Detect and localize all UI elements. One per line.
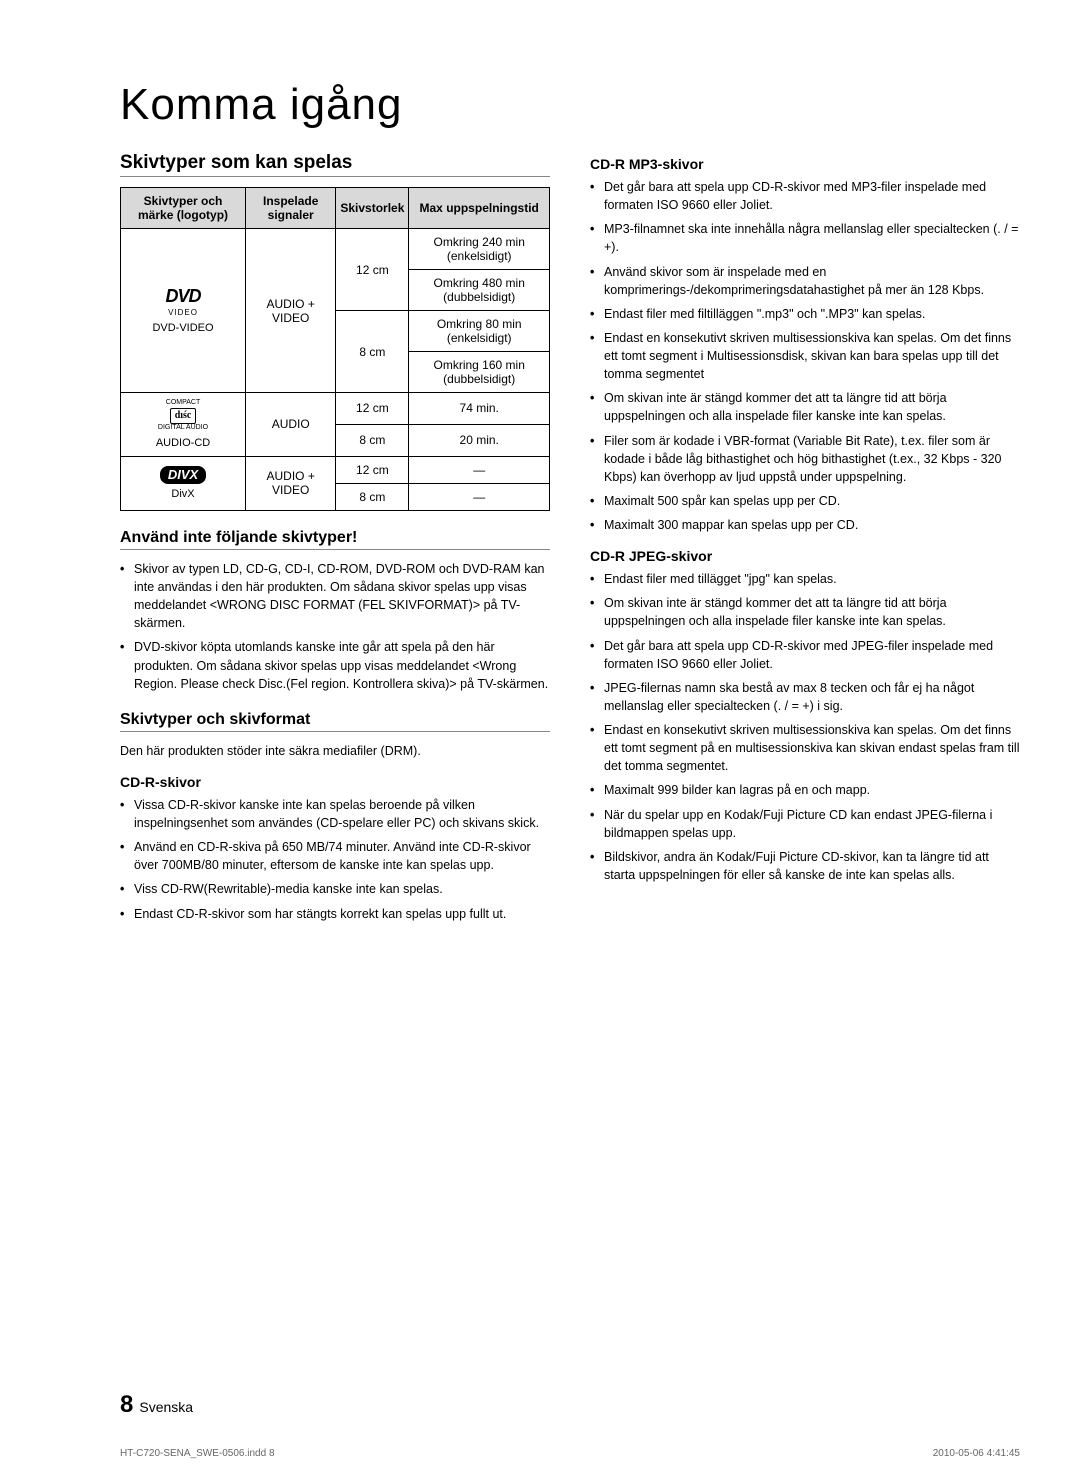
- cell-divx-12: 12 cm: [336, 456, 409, 483]
- list-item: Endast en konsekutivt skriven multisessi…: [590, 329, 1020, 383]
- list-item: När du spelar upp en Kodak/Fuji Picture …: [590, 806, 1020, 842]
- dont-use-list: Skivor av typen LD, CD-G, CD-I, CD-ROM, …: [120, 560, 550, 693]
- th-maxtime: Max uppspelningstid: [409, 188, 550, 229]
- cell-divx-8: 8 cm: [336, 483, 409, 510]
- section-dont-use: Använd inte följande skivtyper!: [120, 529, 550, 550]
- cell-dvd-80: Omkring 80 min (enkelsidigt): [409, 311, 550, 352]
- print-file: HT-C720-SENA_SWE-0506.indd 8: [120, 1448, 275, 1459]
- cell-cd-12: 12 cm: [336, 393, 409, 425]
- cell-divx-logo: DIVX DivX: [121, 456, 246, 510]
- list-item: Maximalt 300 mappar kan spelas upp per C…: [590, 516, 1020, 534]
- list-item: Endast CD-R-skivor som har stängts korre…: [120, 905, 550, 923]
- cd-logo-bottom: DIGITAL AUDIO: [125, 424, 241, 432]
- list-item: Använd skivor som är inspelade med en ko…: [590, 263, 1020, 299]
- heading-cdr: CD-R-skivor: [120, 774, 550, 790]
- cell-divx-t1: —: [409, 456, 550, 483]
- list-item: Skivor av typen LD, CD-G, CD-I, CD-ROM, …: [120, 560, 550, 633]
- th-signals: Inspelade signaler: [246, 188, 336, 229]
- list-item: Det går bara att spela upp CD-R-skivor m…: [590, 637, 1020, 673]
- dvd-logo-icon: DVD: [125, 286, 241, 308]
- content-columns: Skivtyper som kan spelas Skivtyper och m…: [120, 138, 1020, 929]
- cd-logo-icon: dıśc: [170, 408, 197, 424]
- divx-logo-icon: DIVX: [160, 466, 206, 484]
- th-size: Skivstorlek: [336, 188, 409, 229]
- list-item: Maximalt 999 bilder kan lagras på en och…: [590, 781, 1020, 799]
- left-column: Skivtyper som kan spelas Skivtyper och m…: [120, 138, 550, 929]
- cdr-list: Vissa CD-R-skivor kanske inte kan spelas…: [120, 796, 550, 923]
- cell-divx-t2: —: [409, 483, 550, 510]
- cell-dvd-240: Omkring 240 min (enkelsidigt): [409, 229, 550, 270]
- cell-dvd-signal: AUDIO + VIDEO: [246, 229, 336, 393]
- cell-dvd-480: Omkring 480 min (dubbelsidigt): [409, 270, 550, 311]
- list-item: Filer som är kodade i VBR-format (Variab…: [590, 432, 1020, 486]
- cd-label: AUDIO-CD: [125, 437, 241, 450]
- dvd-logo-sub: VIDEO: [125, 308, 241, 318]
- right-column: CD-R MP3-skivor Det går bara att spela u…: [590, 138, 1020, 929]
- list-item: Bildskivor, andra än Kodak/Fuji Picture …: [590, 848, 1020, 884]
- cell-divx-signal: AUDIO + VIDEO: [246, 456, 336, 510]
- divx-label: DivX: [125, 488, 241, 501]
- th-logo: Skivtyper och märke (logotyp): [121, 188, 246, 229]
- list-item: Om skivan inte är stängd kommer det att …: [590, 389, 1020, 425]
- cd-logo-top: COMPACT: [125, 399, 241, 407]
- cell-dvd-logo: DVD VIDEO DVD-VIDEO: [121, 229, 246, 393]
- cell-cd-logo: COMPACT dıśc DIGITAL AUDIO AUDIO-CD: [121, 393, 246, 457]
- list-item: Vissa CD-R-skivor kanske inte kan spelas…: [120, 796, 550, 832]
- cell-dvd-8: 8 cm: [336, 311, 409, 393]
- cell-cd-signal: AUDIO: [246, 393, 336, 457]
- list-item: Viss CD-RW(Rewritable)-media kanske inte…: [120, 880, 550, 898]
- list-item: Det går bara att spela upp CD-R-skivor m…: [590, 178, 1020, 214]
- list-item: Maximalt 500 spår kan spelas upp per CD.: [590, 492, 1020, 510]
- list-item: JPEG-filernas namn ska bestå av max 8 te…: [590, 679, 1020, 715]
- formats-intro: Den här produkten stöder inte säkra medi…: [120, 742, 550, 760]
- section-playable-types: Skivtyper som kan spelas: [120, 152, 550, 177]
- cell-cd-8: 8 cm: [336, 424, 409, 456]
- cell-cd-74: 74 min.: [409, 393, 550, 425]
- section-formats: Skivtyper och skivformat: [120, 711, 550, 732]
- list-item: MP3-filnamnet ska inte innehålla några m…: [590, 220, 1020, 256]
- list-item: Endast filer med filtilläggen ".mp3" och…: [590, 305, 1020, 323]
- list-item: Om skivan inte är stängd kommer det att …: [590, 594, 1020, 630]
- print-metadata: HT-C720-SENA_SWE-0506.indd 8 2010-05-06 …: [120, 1448, 1020, 1459]
- list-item: Endast filer med tillägget "jpg" kan spe…: [590, 570, 1020, 588]
- cell-cd-20: 20 min.: [409, 424, 550, 456]
- list-item: Endast en konsekutivt skriven multisessi…: [590, 721, 1020, 775]
- jpeg-list: Endast filer med tillägget "jpg" kan spe…: [590, 570, 1020, 884]
- page-title: Komma igång: [120, 80, 1020, 130]
- list-item: Använd en CD-R-skiva på 650 MB/74 minute…: [120, 838, 550, 874]
- disc-types-table: Skivtyper och märke (logotyp) Inspelade …: [120, 187, 550, 511]
- page-number: 8Svenska: [120, 1399, 193, 1415]
- cell-dvd-12: 12 cm: [336, 229, 409, 311]
- mp3-list: Det går bara att spela upp CD-R-skivor m…: [590, 178, 1020, 534]
- dvd-label: DVD-VIDEO: [125, 322, 241, 335]
- print-timestamp: 2010-05-06 4:41:45: [933, 1448, 1020, 1459]
- cell-dvd-160: Omkring 160 min (dubbelsidigt): [409, 352, 550, 393]
- page-number-digit: 8: [120, 1391, 133, 1418]
- page-lang: Svenska: [139, 1399, 193, 1415]
- heading-mp3: CD-R MP3-skivor: [590, 156, 1020, 172]
- page-footer: 8 Svenska: [120, 1391, 1020, 1419]
- list-item: DVD-skivor köpta utomlands kanske inte g…: [120, 638, 550, 692]
- heading-jpeg: CD-R JPEG-skivor: [590, 548, 1020, 564]
